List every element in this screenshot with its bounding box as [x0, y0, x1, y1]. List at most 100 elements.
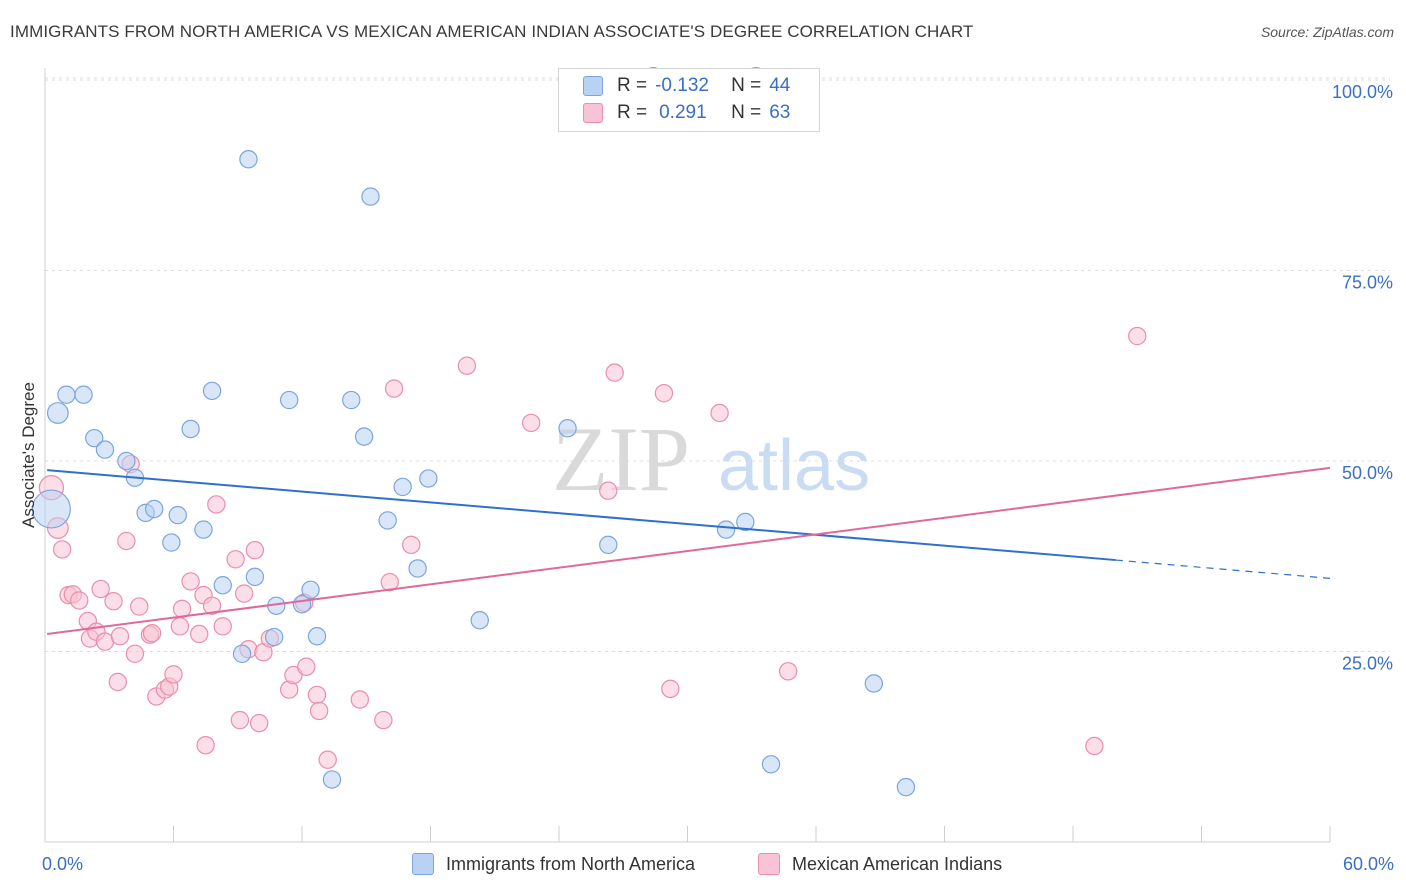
data-point: [194, 520, 213, 539]
data-point: [46, 402, 69, 424]
data-point: [1085, 736, 1104, 756]
data-point: [736, 512, 755, 532]
bottom-legend-pink: Mexican American Indians: [758, 852, 1002, 876]
data-point: [599, 481, 618, 500]
data-point: [52, 540, 72, 559]
data-point: [864, 674, 884, 693]
bottom-legend-blue: Immigrants from North America: [412, 852, 695, 876]
series-immigrants-north-america: [31, 66, 916, 797]
data-point: [716, 520, 736, 539]
data-point: [408, 559, 427, 578]
y-tick-label: 50.0%: [1342, 463, 1393, 483]
legend-row-pink: R = 0.291 N = 63: [583, 100, 790, 126]
legend-r-value-pink: 0.291: [659, 102, 707, 123]
data-point: [279, 390, 299, 410]
data-point: [470, 611, 489, 630]
data-point: [402, 535, 421, 555]
data-point: [249, 713, 269, 733]
bottom-legend-swatch-pink: [758, 853, 780, 875]
data-point: [350, 690, 370, 709]
data-point: [761, 755, 781, 774]
bottom-legend-label-pink: Mexican American Indians: [792, 853, 1003, 874]
data-point: [168, 505, 187, 525]
data-point: [239, 150, 258, 169]
trend-lines: [47, 466, 1331, 635]
data-point: [170, 617, 190, 636]
data-point: [85, 428, 104, 448]
data-point: [189, 624, 209, 644]
data-point: [297, 657, 316, 676]
x-tick-label: 0.0%: [42, 854, 83, 874]
data-point: [521, 413, 541, 433]
data-point: [145, 499, 164, 519]
data-point: [181, 419, 200, 439]
legend-r-label: R =: [617, 102, 648, 123]
data-point: [245, 567, 265, 587]
data-point: [196, 736, 215, 755]
data-point: [318, 750, 337, 769]
data-point: [108, 672, 128, 692]
data-point: [374, 710, 393, 730]
data-point: [202, 381, 222, 401]
watermark-atlas: atlas: [718, 426, 870, 506]
watermark: ZIP atlas: [552, 408, 870, 510]
chart-title: IMMIGRANTS FROM NORTH AMERICA VS MEXICAN…: [10, 22, 974, 41]
data-point: [378, 511, 397, 530]
data-point: [393, 477, 412, 497]
data-point: [125, 644, 145, 663]
data-point: [245, 540, 265, 560]
series-mexican-american-indians: [38, 326, 1147, 769]
trend-line-blue-extension: [1115, 559, 1331, 579]
data-point: [558, 419, 577, 438]
legend-n-label: N =: [731, 75, 762, 96]
legend-r-label: R =: [617, 75, 648, 96]
legend-swatch-blue: [583, 76, 603, 96]
data-point: [226, 550, 245, 569]
tick-labels: 25.0% 50.0% 75.0% 100.0% 0.0% 60.0%: [42, 82, 1394, 874]
data-point: [117, 451, 136, 471]
y-tick-label: 100.0%: [1332, 82, 1393, 102]
x-tick-label: 60.0%: [1343, 854, 1394, 874]
data-point: [307, 627, 327, 646]
data-point: [384, 379, 404, 398]
data-point: [419, 469, 438, 488]
data-point: [661, 679, 680, 699]
y-axis-label: Associate's Degree: [19, 382, 38, 528]
data-point: [361, 187, 380, 206]
data-point: [207, 495, 226, 514]
data-point: [104, 592, 123, 611]
data-point: [605, 363, 624, 382]
axes: [44, 68, 1331, 843]
trend-line-pink: [47, 466, 1331, 635]
data-point: [301, 580, 320, 599]
data-point: [457, 356, 477, 375]
data-point: [164, 665, 183, 684]
data-point: [778, 662, 798, 681]
data-point: [710, 403, 729, 423]
correlation-legend: R = -0.132 N = 44 R = 0.291 N = 63: [558, 68, 820, 132]
data-point: [896, 777, 916, 797]
data-point: [142, 624, 162, 643]
data-point: [380, 572, 400, 592]
data-point: [57, 385, 76, 404]
legend-row-blue: R = -0.132 N = 44: [583, 73, 790, 99]
data-point: [342, 390, 361, 410]
source-label: Source: ZipAtlas.com: [1260, 24, 1394, 40]
data-point: [284, 665, 303, 685]
data-point: [213, 576, 232, 595]
y-tick-label: 25.0%: [1342, 654, 1393, 674]
data-point: [264, 627, 284, 647]
data-point: [74, 385, 93, 404]
data-point: [213, 617, 232, 636]
data-point: [202, 596, 222, 615]
data-point: [95, 440, 115, 459]
data-point: [70, 591, 89, 610]
bottom-legend-label-blue: Immigrants from North America: [446, 853, 696, 874]
data-point: [232, 644, 252, 663]
data-point: [31, 489, 71, 529]
data-point: [130, 597, 149, 616]
data-point: [309, 701, 329, 721]
legend-r-value-blue: -0.132: [655, 75, 709, 96]
data-point: [354, 427, 374, 446]
